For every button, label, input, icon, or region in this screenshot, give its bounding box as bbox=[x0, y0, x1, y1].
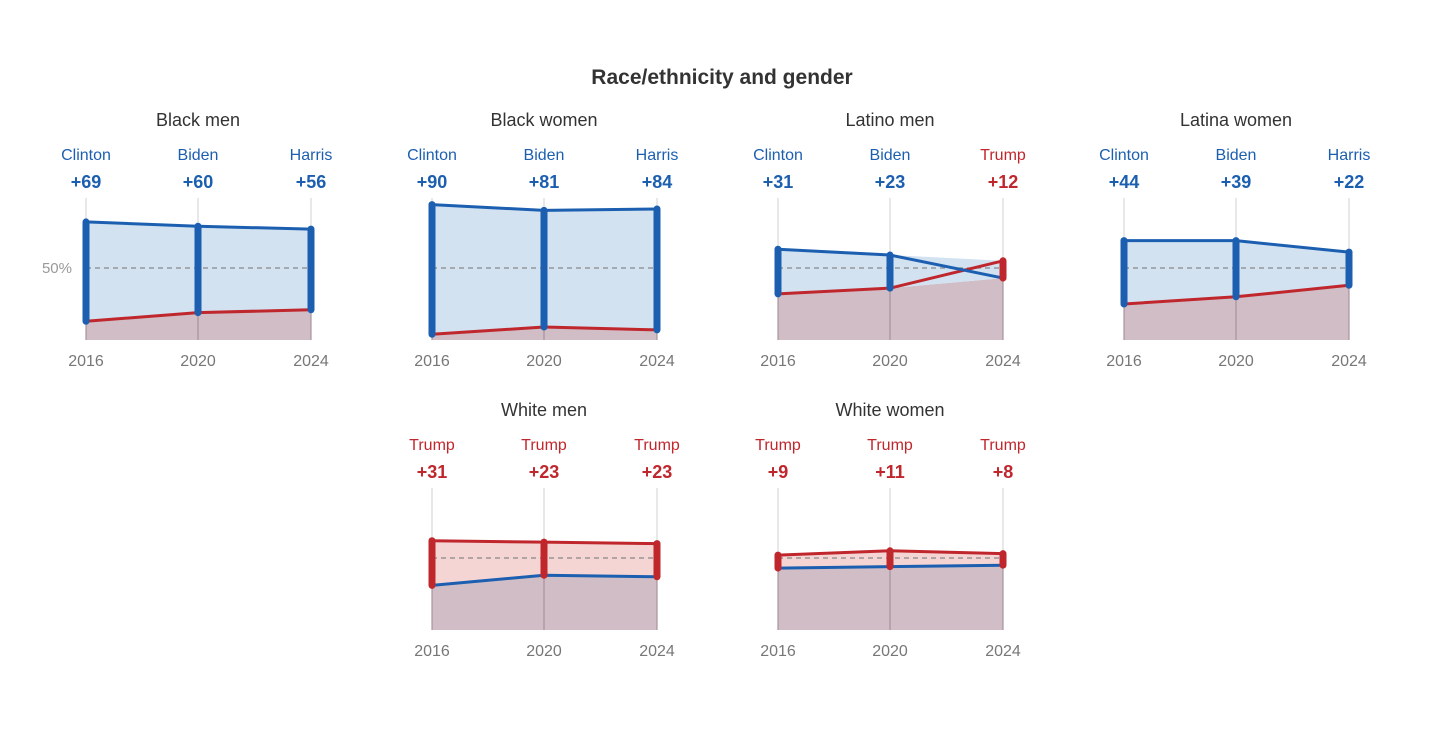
margin-label: +9 bbox=[768, 462, 789, 482]
margin-label: +31 bbox=[417, 462, 448, 482]
candidate-label: Harris bbox=[636, 147, 679, 164]
margin-label: +23 bbox=[875, 172, 906, 192]
candidate-label: Clinton bbox=[61, 147, 111, 164]
margin-band bbox=[198, 226, 311, 313]
panel-title: White men bbox=[500, 400, 588, 420]
year-tick-label: 2020 bbox=[526, 643, 562, 660]
margin-label: +12 bbox=[988, 172, 1019, 192]
year-tick-label: 2016 bbox=[68, 353, 104, 370]
candidate-label: Trump bbox=[980, 147, 1026, 164]
year-tick-label: 2024 bbox=[985, 643, 1021, 660]
margin-label: +8 bbox=[993, 462, 1014, 482]
margin-label: +84 bbox=[642, 172, 673, 192]
year-tick-label: 2020 bbox=[1218, 353, 1254, 370]
year-tick-label: 2016 bbox=[414, 353, 450, 370]
margin-band bbox=[1124, 240, 1236, 304]
margin-label: +69 bbox=[71, 172, 102, 192]
candidate-label: Trump bbox=[980, 437, 1026, 454]
chart-title: Race/ethnicity and gender bbox=[591, 66, 853, 89]
margin-label: +39 bbox=[1221, 172, 1252, 192]
panel-white-women: White women Trump +9 2016 Trump +11 2020 Trump… bbox=[730, 400, 1050, 660]
margin-label: +23 bbox=[642, 462, 673, 482]
margin-band bbox=[544, 208, 657, 330]
margin-label: +22 bbox=[1334, 172, 1365, 192]
year-tick-label: 2020 bbox=[872, 643, 908, 660]
year-tick-label: 2024 bbox=[985, 353, 1021, 370]
year-tick-label: 2024 bbox=[1331, 353, 1367, 370]
plot: 50% Clinton +69 2016 Biden +60 2020 Harris +56 20… bbox=[42, 147, 333, 370]
candidate-label: Clinton bbox=[1099, 147, 1149, 164]
margin-label: +11 bbox=[875, 462, 905, 482]
candidate-label: Trump bbox=[634, 437, 680, 454]
margin-band bbox=[778, 249, 890, 294]
candidate-label: Biden bbox=[178, 147, 219, 164]
year-tick-label: 2020 bbox=[180, 353, 216, 370]
margin-band bbox=[86, 221, 198, 322]
year-tick-label: 2016 bbox=[1106, 353, 1142, 370]
panel-title: Latina women bbox=[1179, 110, 1293, 130]
margin-label: +81 bbox=[529, 172, 560, 192]
panel-title: Latino men bbox=[845, 110, 935, 130]
candidate-label: Harris bbox=[1328, 147, 1371, 164]
candidate-label: Harris bbox=[290, 147, 333, 164]
plot: Trump +31 2016 Trump +23 2020 Trump +23 2024 bbox=[409, 437, 680, 660]
year-tick-label: 2020 bbox=[872, 353, 908, 370]
fifty-percent-label: 50% bbox=[42, 260, 72, 277]
candidate-label: Trump bbox=[867, 437, 913, 454]
candidate-label: Biden bbox=[1216, 147, 1257, 164]
year-tick-label: 2024 bbox=[293, 353, 329, 370]
year-tick-label: 2024 bbox=[639, 643, 675, 660]
year-tick-label: 2024 bbox=[639, 353, 675, 370]
year-tick-label: 2016 bbox=[760, 643, 796, 660]
margin-label: +44 bbox=[1109, 172, 1140, 192]
plot: Clinton +44 2016 Biden +39 2020 Harris +22 2024 bbox=[1099, 147, 1371, 370]
year-tick-label: 2016 bbox=[760, 353, 796, 370]
margin-label: +31 bbox=[763, 172, 794, 192]
candidate-label: Trump bbox=[409, 437, 455, 454]
candidate-label: Trump bbox=[755, 437, 801, 454]
plot: Clinton +31 2016 Biden +23 2020 Trump +12 2024 bbox=[753, 147, 1026, 370]
panel-latina-women: Latina women Clinton +44 2016 Biden +39 2020 H… bbox=[1076, 110, 1396, 370]
candidate-label: Trump bbox=[521, 437, 567, 454]
plot: Trump +9 2016 Trump +11 2020 Trump +8 2024 bbox=[755, 437, 1026, 660]
panel-title: Black women bbox=[490, 110, 598, 130]
margin-band bbox=[890, 550, 1003, 567]
margin-band bbox=[432, 540, 544, 586]
candidate-label: Biden bbox=[870, 147, 911, 164]
panel-black-men: Black men 50% Clinton +69 2016 Biden +60 2020 H… bbox=[38, 110, 358, 370]
margin-label: +90 bbox=[417, 172, 448, 192]
panel-latino-men: Latino men Clinton +31 2016 Biden +23 2020 Tru… bbox=[730, 110, 1050, 370]
margin-band bbox=[432, 204, 544, 335]
margin-band bbox=[544, 542, 657, 577]
margin-label: +60 bbox=[183, 172, 214, 192]
panel-title: Black men bbox=[155, 110, 241, 130]
margin-label: +23 bbox=[529, 462, 560, 482]
candidate-label: Biden bbox=[524, 147, 565, 164]
plot: Clinton +90 2016 Biden +81 2020 Harris +84 2024 bbox=[407, 147, 679, 370]
year-tick-label: 2020 bbox=[526, 353, 562, 370]
panel-black-women: Black women Clinton +90 2016 Biden +81 2020 Ha… bbox=[384, 110, 704, 370]
year-tick-label: 2016 bbox=[414, 643, 450, 660]
panel-white-men: White men Trump +31 2016 Trump +23 2020 Trump +… bbox=[384, 400, 704, 660]
candidate-label: Clinton bbox=[753, 147, 803, 164]
margin-band bbox=[1236, 240, 1349, 297]
panel-title: White women bbox=[835, 400, 945, 420]
candidate-label: Clinton bbox=[407, 147, 457, 164]
margin-label: +56 bbox=[296, 172, 327, 192]
